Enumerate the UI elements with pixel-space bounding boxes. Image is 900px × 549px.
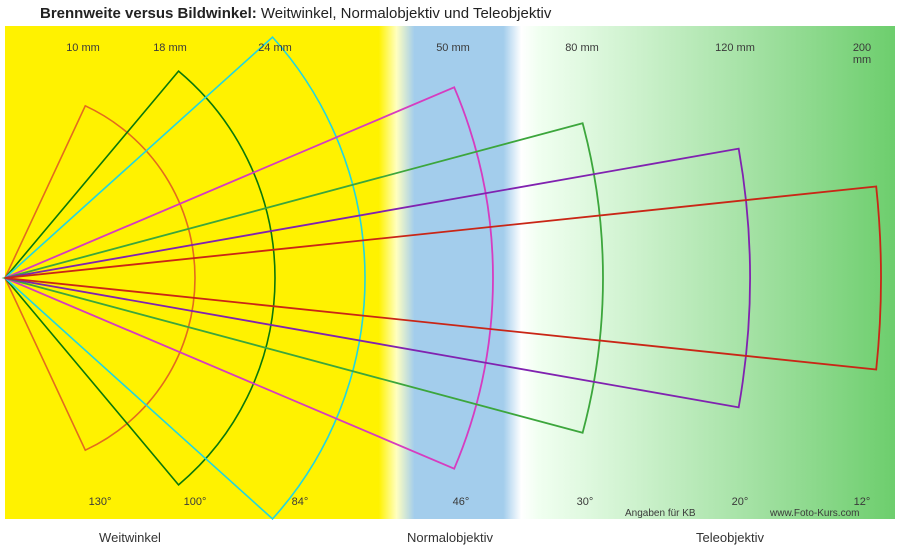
angle-of-view-label: 20° (732, 496, 749, 508)
focal-length-label: 18 mm (153, 42, 187, 54)
focal-length-label: 10 mm (66, 42, 100, 54)
focal-length-label: 120 mm (715, 42, 755, 54)
source-credit: www.Foto-Kurs.com (770, 508, 859, 519)
lens-category-label: Normalobjektiv (407, 530, 493, 545)
lens-category-label: Weitwinkel (99, 530, 161, 545)
angle-of-view-label: 30° (577, 496, 594, 508)
footnote-format: Angaben für KB (625, 508, 696, 519)
diagram-title: Brennweite versus Bildwinkel: Weitwinkel… (40, 5, 551, 22)
angle-of-view-label: 84° (292, 496, 309, 508)
angle-of-view-label: 130° (89, 496, 112, 508)
angle-of-view-label: 100° (184, 496, 207, 508)
title-bold: Brennweite versus Bildwinkel: (40, 5, 257, 22)
focal-length-label: 50 mm (436, 42, 470, 54)
angle-of-view-label: 46° (453, 496, 470, 508)
focal-length-label: 200 mm (843, 42, 881, 66)
focal-length-diagram (0, 0, 900, 549)
title-rest: Weitwinkel, Normalobjektiv und Teleobjek… (257, 5, 552, 22)
lens-category-label: Teleobjektiv (696, 530, 764, 545)
focal-length-label: 80 mm (565, 42, 599, 54)
angle-of-view-label: 12° (854, 496, 871, 508)
focal-length-label: 24 mm (258, 42, 292, 54)
